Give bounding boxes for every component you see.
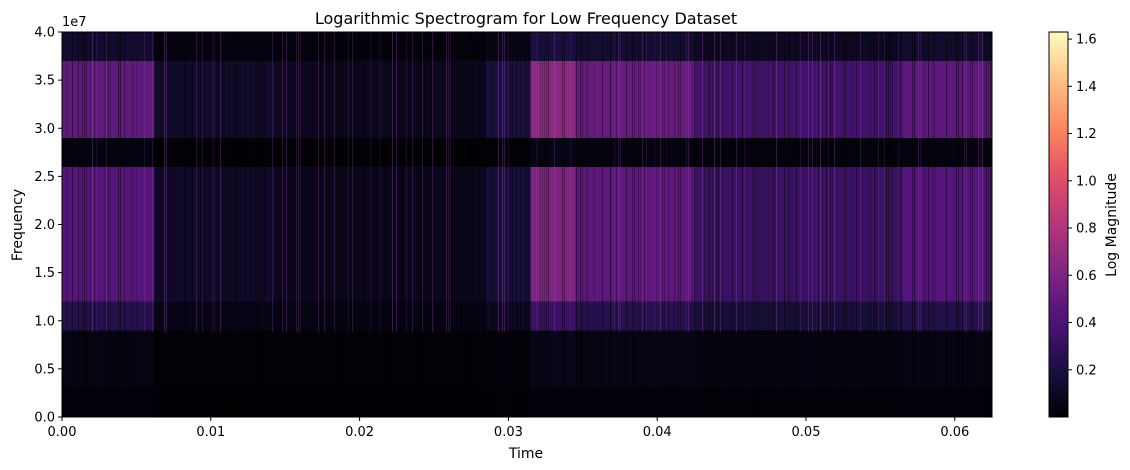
y-tick-label: 0.0 xyxy=(34,411,55,426)
spectrogram-segment xyxy=(575,32,695,417)
colorbar-label: Log Magnitude xyxy=(1104,173,1120,277)
colorbar-tick-label: 1.6 xyxy=(1076,33,1097,48)
colorbar-tick-label: 0.6 xyxy=(1076,269,1097,284)
y-tick-label: 2.5 xyxy=(34,170,55,185)
y-tick-label: 1.5 xyxy=(34,266,55,281)
spectrogram-segment xyxy=(62,32,155,417)
spectrogram-segment xyxy=(154,32,279,417)
y-tick-label: 3.5 xyxy=(34,74,55,89)
colorbar-tick-label: 1.0 xyxy=(1076,174,1097,189)
colorbar-tick-label: 0.2 xyxy=(1076,363,1097,378)
x-tick-label: 0.03 xyxy=(494,425,523,440)
y-axis-label: Frequency xyxy=(10,189,26,261)
y-tick-label: 0.5 xyxy=(34,362,55,377)
x-tick-label: 0.04 xyxy=(643,425,672,440)
spectrogram-segment xyxy=(694,32,904,417)
colorbar: 0.2 0.4 0.6 0.8 1.0 1.2 1.4 1.6 xyxy=(1048,31,1097,418)
y-tick-label: 3.0 xyxy=(34,122,55,137)
x-axis-label: Time xyxy=(508,446,543,462)
x-tick-label: 0.02 xyxy=(345,425,374,440)
colorbar-gradient xyxy=(1048,31,1069,418)
y-axis-offset-label: 1e7 xyxy=(62,15,87,30)
y-tick-label: 4.0 xyxy=(34,26,55,41)
spectrogram-plot-area xyxy=(62,32,993,417)
x-tick-label: 0.00 xyxy=(48,425,77,440)
colorbar-tick-label: 1.2 xyxy=(1076,127,1097,142)
spectrogram-segment xyxy=(486,32,532,417)
y-tick-label: 1.0 xyxy=(34,314,55,329)
colorbar-tick-label: 0.8 xyxy=(1076,222,1097,237)
spectrogram-segment xyxy=(277,32,487,417)
spectrogram-segment xyxy=(902,32,993,417)
x-tick-label: 0.05 xyxy=(792,425,821,440)
colorbar-tick-label: 0.4 xyxy=(1076,316,1097,331)
spectrogram-segment xyxy=(530,32,576,417)
x-tick-label: 0.06 xyxy=(940,425,969,440)
colorbar-tick-label: 1.4 xyxy=(1076,80,1097,95)
y-tick-label: 2.0 xyxy=(34,218,55,233)
axes: 0.00 0.01 0.02 0.03 0.04 0.05 0.06 0.0 0.5 1.0 1.5… xyxy=(34,26,993,440)
chart-title: Logarithmic Spectrogram for Low Frequenc… xyxy=(315,9,737,28)
x-tick-label: 0.01 xyxy=(196,425,225,440)
